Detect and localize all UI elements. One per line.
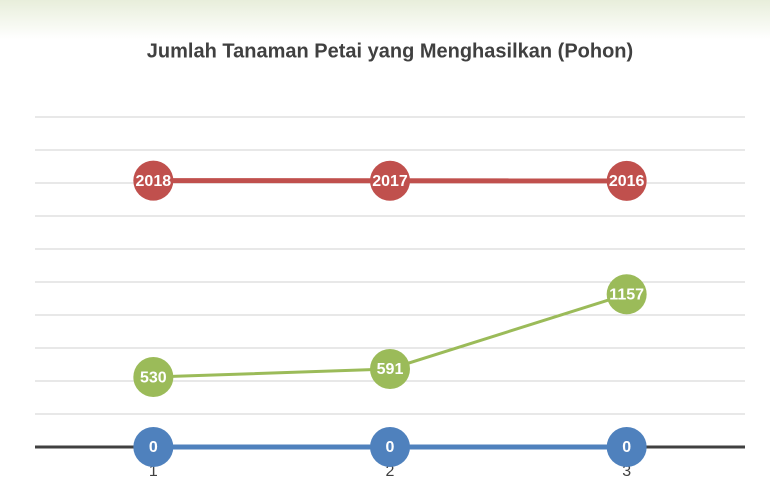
data-point <box>606 427 647 467</box>
data-label: 591 <box>377 361 404 378</box>
data-point <box>370 348 410 389</box>
data-point <box>370 160 410 201</box>
data-label: 0 <box>149 439 158 456</box>
data-label: 2017 <box>372 173 408 190</box>
x-tick-label: 1 <box>149 463 158 480</box>
data-label: 1157 <box>609 286 644 303</box>
x-tick-label: 3 <box>622 463 631 480</box>
chart-title: Jumlah Tanaman Petai yang Menghasilkan (… <box>147 40 633 62</box>
data-point <box>133 357 174 398</box>
data-point <box>606 274 647 315</box>
data-label: 2018 <box>136 173 172 190</box>
data-point <box>370 427 410 467</box>
data-label: 0 <box>386 439 395 456</box>
data-point <box>133 427 174 467</box>
x-tick-label: 2 <box>386 463 395 480</box>
data-label: 530 <box>140 369 167 386</box>
data-label: 0 <box>622 439 631 456</box>
data-label: 2016 <box>609 173 645 190</box>
data-point <box>606 160 647 201</box>
data-point <box>133 160 174 201</box>
